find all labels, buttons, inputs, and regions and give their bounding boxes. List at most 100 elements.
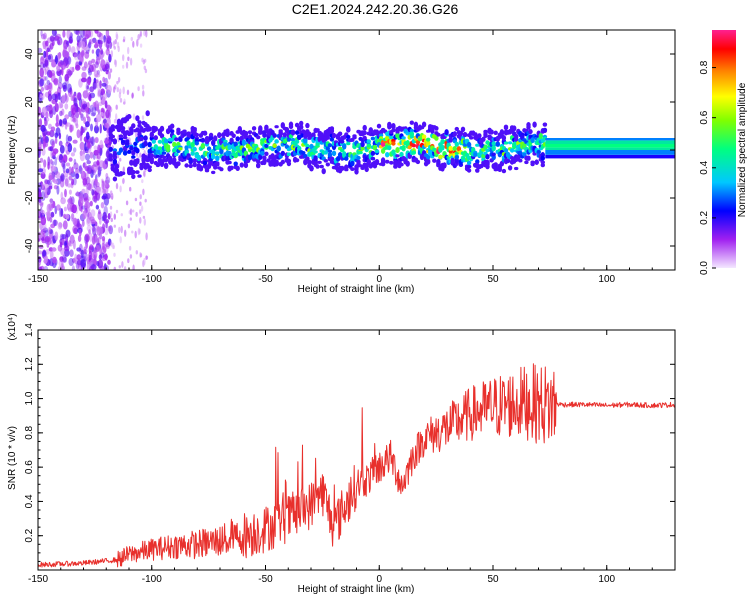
heatmap-cell [208,136,214,141]
heatmap-cell [90,38,94,45]
heatmap-cell [94,125,99,134]
heatmap-cell [389,160,394,165]
heatmap-cell [131,174,136,180]
heatmap-band [545,144,675,148]
heatmap-cell [123,98,126,105]
heatmap-cell [227,160,232,165]
heatmap-cell [493,162,498,167]
heatmap-cell [73,147,77,153]
heatmap-cell [147,168,152,173]
heatmap-cell [448,136,453,143]
heatmap-cell [127,56,130,62]
heatmap-cell [149,156,154,162]
heatmap-cell [54,231,59,241]
heatmap-cell [104,228,109,236]
heatmap-cell [99,80,102,89]
heatmap-cell [39,93,43,99]
heatmap-cell [107,37,111,45]
heatmap-cell [327,143,333,148]
heatmap-cell [144,58,147,63]
heatmap-cell [65,168,70,174]
heatmap-cell [61,94,66,105]
heatmap-cell [540,162,545,168]
heatmap-cell [72,139,78,144]
heatmap-cell [90,123,93,132]
heatmap-cell [43,50,47,59]
heatmap-cell [64,144,68,154]
heatmap-cell [466,141,472,148]
heatmap-cell [70,152,75,157]
heatmap-cell [66,40,70,47]
heatmap-cell [79,30,85,38]
heatmap-cell [503,141,509,145]
heatmap-cell [97,87,102,95]
heatmap-cell [134,197,138,202]
heatmap-cell [101,82,107,87]
heatmap-cell [491,145,496,152]
heatmap-band [545,154,675,159]
heatmap-cell [113,59,117,66]
heatmap-cell [87,196,91,201]
heatmap-cell [155,154,161,158]
heatmap-cell [49,42,54,50]
heatmap-cell [139,30,143,37]
heatmap-cell [89,92,96,99]
heatmap-cell [102,76,106,83]
heatmap-cell [315,142,320,147]
heatmap-cell [40,92,45,100]
heatmap-cell [43,116,47,121]
heatmap-cell [68,242,73,247]
heatmap-cell [39,78,45,87]
heatmap-cell [434,135,439,141]
heatmap-cell [103,218,110,224]
heatmap-cell [157,146,163,150]
heatmap-cell [434,125,439,131]
heatmap-cell [135,250,138,255]
heatmap-cell [501,135,507,141]
heatmap-cell [84,200,88,206]
heatmap-cell [56,65,61,72]
y-tick-label: 0.4 [24,494,35,508]
x-tick-label: -150 [28,574,48,585]
heatmap-cell [202,160,208,166]
heatmap-cell [88,250,93,260]
heatmap-cell [38,118,43,127]
heatmap-cell [144,68,148,74]
heatmap-cell [235,136,240,142]
heatmap-cell [54,156,58,166]
spectrogram-heatmap [38,30,675,270]
heatmap-cell [122,64,125,69]
heatmap-cell [444,129,449,136]
heatmap-cell [78,167,84,174]
heatmap-cell [192,162,197,168]
heatmap-cell [409,131,414,136]
heatmap-cell [466,168,472,173]
heatmap-cell [450,158,455,162]
spectrogram-xlabel: Height of straight line (km) [298,284,415,295]
heatmap-cell [64,178,69,187]
heatmap-cell [442,162,447,169]
heatmap-cell [48,44,52,53]
heatmap-cell [79,141,85,151]
heatmap-cell [438,154,443,160]
heatmap-cell [62,30,66,38]
heatmap-cell [88,183,93,191]
heatmap-cell [105,39,110,50]
heatmap-cell [129,217,132,221]
heatmap-cell [473,152,478,157]
heatmap-cell [94,30,99,34]
heatmap-cell [73,158,77,165]
heatmap-cell [192,158,197,164]
heatmap-cell [436,132,441,137]
y-tick-label: 1.4 [24,323,35,337]
heatmap-cell [132,40,135,48]
heatmap-cell [110,134,116,139]
heatmap-cell [112,176,118,182]
heatmap-cell [137,174,142,178]
heatmap-cell [481,136,486,142]
heatmap-cell [115,209,119,214]
heatmap-cell [86,165,92,175]
heatmap-cell [387,145,392,151]
heatmap-cell [83,116,86,125]
heatmap-cell [76,129,81,139]
